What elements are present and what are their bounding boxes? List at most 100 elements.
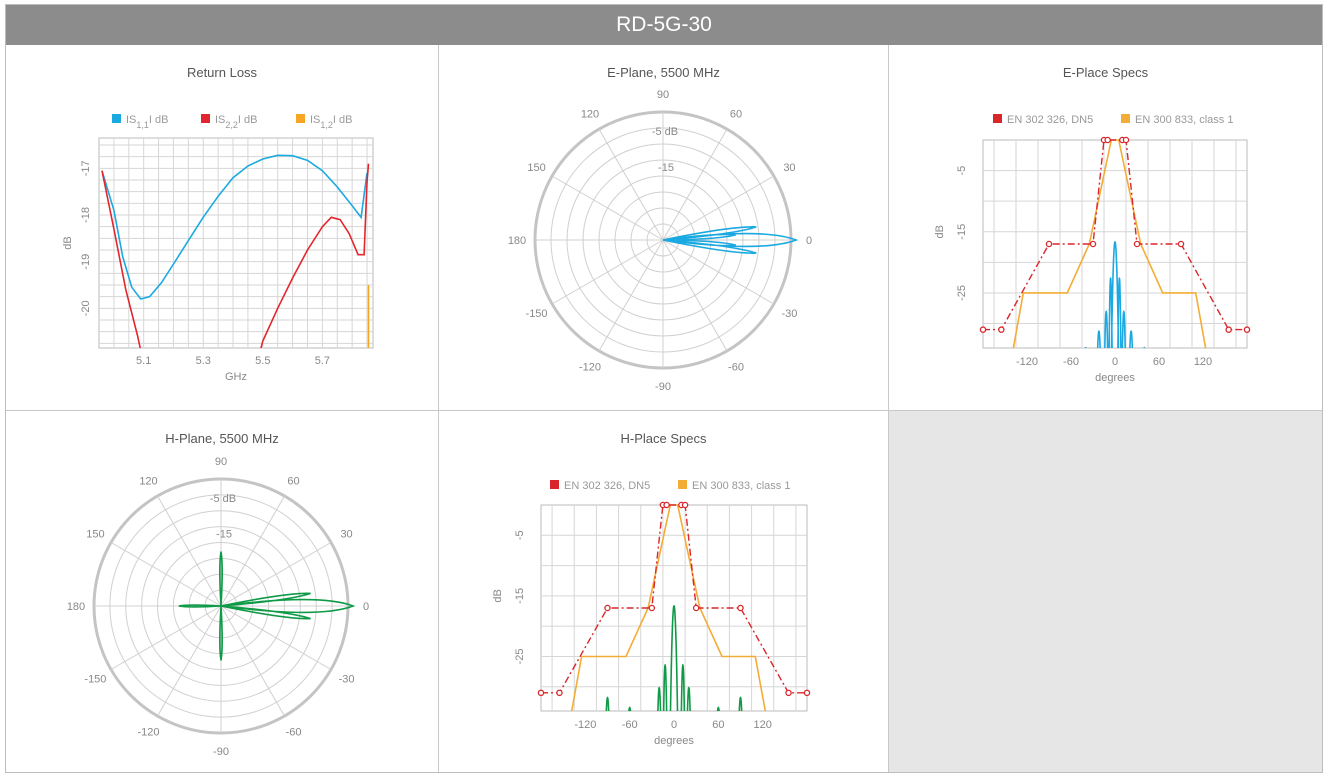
angle-label: 150 — [86, 529, 104, 541]
ring-label: -5 dB — [652, 126, 678, 138]
x-tick-label: -120 — [574, 719, 596, 731]
spec-marker — [1243, 326, 1251, 333]
spec-marker — [1089, 240, 1097, 248]
polar-spoke — [220, 605, 285, 717]
e-place-specs-panel: E-Place Specs -120 -60 0 60 120 -5 -15 -25 degree… — [889, 45, 1322, 410]
series-line-2 — [101, 163, 370, 348]
angle-label: -120 — [579, 361, 601, 373]
angle-label: -30 — [781, 308, 797, 320]
angle-label: -30 — [339, 674, 355, 686]
polar-spoke — [157, 605, 222, 717]
chart-title: Return Loss — [187, 65, 258, 80]
angle-label: 150 — [527, 162, 545, 174]
polar-spoke — [220, 495, 285, 607]
y-axis-label: dB — [62, 236, 74, 249]
legend-label: EN 300 833, class 1 — [692, 480, 790, 492]
spec-marker — [979, 326, 987, 333]
plot-area — [98, 137, 374, 349]
legend-label: IS1,2I dB — [310, 114, 353, 130]
polar-spoke — [598, 239, 664, 352]
angle-label: 180 — [508, 235, 526, 247]
radiation-pattern — [178, 551, 356, 661]
h-plane-polar-chart: H-Plane, 5500 MHz 90 60 30 0 -30 -60 -90 -120 -15… — [67, 431, 369, 758]
spec-marker — [737, 604, 744, 612]
y-tick-label: -25 — [514, 649, 526, 665]
spec-marker — [648, 604, 656, 612]
y-tick-label: -25 — [956, 285, 968, 301]
spec-marker — [1225, 326, 1232, 333]
spec-marker — [1122, 136, 1130, 144]
legend-swatch — [1121, 114, 1130, 123]
angle-label: 30 — [340, 529, 352, 541]
series-line-dn5 — [541, 504, 807, 694]
spec-marker — [663, 501, 670, 509]
series-line-dn5 — [983, 139, 1247, 331]
x-tick-label: 120 — [753, 719, 771, 731]
polar-spoke — [662, 239, 728, 352]
legend-swatch — [201, 114, 210, 123]
angle-label: 0 — [806, 235, 812, 247]
x-tick-label: 5.7 — [315, 355, 330, 367]
spec-marker — [604, 604, 611, 612]
y-tick-label: -5 — [956, 166, 968, 176]
chart-title: H-Plane, 5500 MHz — [165, 431, 278, 446]
spec-marker — [1133, 240, 1141, 248]
page-title: RD-5G-30 — [6, 5, 1322, 45]
angle-label: 30 — [783, 162, 795, 174]
e-plane-polar-chart: E-Plane, 5500 MHz 90 60 30 0 -30 -60 -90 -120 -15… — [508, 65, 812, 393]
x-tick-label: 5.3 — [196, 355, 211, 367]
y-tick-label: -5 — [514, 530, 526, 540]
polar-spoke — [220, 542, 332, 607]
plot-area — [540, 504, 808, 712]
ring-label: -5 dB — [210, 493, 236, 505]
ring-label: -15 — [658, 162, 674, 174]
angle-label: 120 — [139, 475, 157, 487]
angle-label: -90 — [213, 746, 229, 758]
angle-label: -150 — [84, 674, 106, 686]
e-place-specs-chart: E-Place Specs -120 -60 0 60 120 -5 -15 -25 degree… — [934, 65, 1251, 384]
x-axis-label: degrees — [1095, 372, 1135, 384]
ring-label: -15 — [216, 528, 232, 540]
radiation-pattern — [662, 226, 799, 254]
h-plane-panel: H-Plane, 5500 MHz 90 60 30 0 -30 -60 -90 -120 -15… — [6, 411, 438, 773]
return-loss-panel: Return Loss 5.1 5.3 5.5 5.7 -17 -18 -19 -20 GHz dB… — [6, 45, 438, 410]
spec-marker — [1177, 240, 1185, 248]
angle-label: -120 — [137, 727, 159, 739]
polar-spoke — [110, 542, 222, 607]
angle-label: 120 — [581, 109, 599, 121]
series-line-1 — [101, 154, 368, 300]
x-tick-label: -60 — [622, 719, 638, 731]
legend-swatch — [550, 480, 559, 489]
angle-label: -90 — [655, 381, 671, 393]
legend-label: IS1,1I dB — [126, 114, 169, 130]
pattern-series — [1084, 241, 1146, 348]
e-plane-panel: E-Plane, 5500 MHz 90 60 30 0 -30 -60 -90 -120 -15… — [439, 45, 888, 410]
polar-spoke — [110, 605, 222, 670]
y-axis-label: dB — [492, 589, 504, 602]
divider — [438, 45, 439, 772]
legend-label: EN 302 326, DN5 — [1007, 114, 1093, 126]
polar-spoke — [220, 605, 332, 670]
x-tick-label: 60 — [1153, 356, 1165, 368]
legend-label: EN 302 326, DN5 — [564, 480, 650, 492]
spec-marker — [803, 689, 811, 697]
x-tick-label: -60 — [1063, 356, 1079, 368]
angle-label: 180 — [67, 601, 85, 613]
y-tick-label: -15 — [956, 224, 968, 240]
y-tick-label: -20 — [80, 300, 92, 316]
divider — [6, 410, 1322, 411]
spec-marker — [785, 689, 792, 697]
polar-spoke — [551, 239, 664, 305]
x-tick-label: -120 — [1016, 356, 1038, 368]
h-place-specs-chart: H-Place Specs -120 -60 0 60 120 -5 -15 -25 degree… — [492, 431, 811, 747]
angle-label: 90 — [215, 456, 227, 468]
angle-label: 60 — [287, 475, 299, 487]
polar-spoke — [551, 175, 664, 241]
spec-marker — [998, 326, 1005, 333]
spec-marker — [692, 604, 700, 612]
legend-swatch — [678, 480, 687, 489]
polar-spoke — [662, 239, 775, 305]
x-tick-label: 0 — [1112, 356, 1118, 368]
h-place-specs-panel: H-Place Specs -120 -60 0 60 120 -5 -15 -25 degree… — [439, 411, 888, 773]
x-tick-label: 120 — [1194, 356, 1212, 368]
